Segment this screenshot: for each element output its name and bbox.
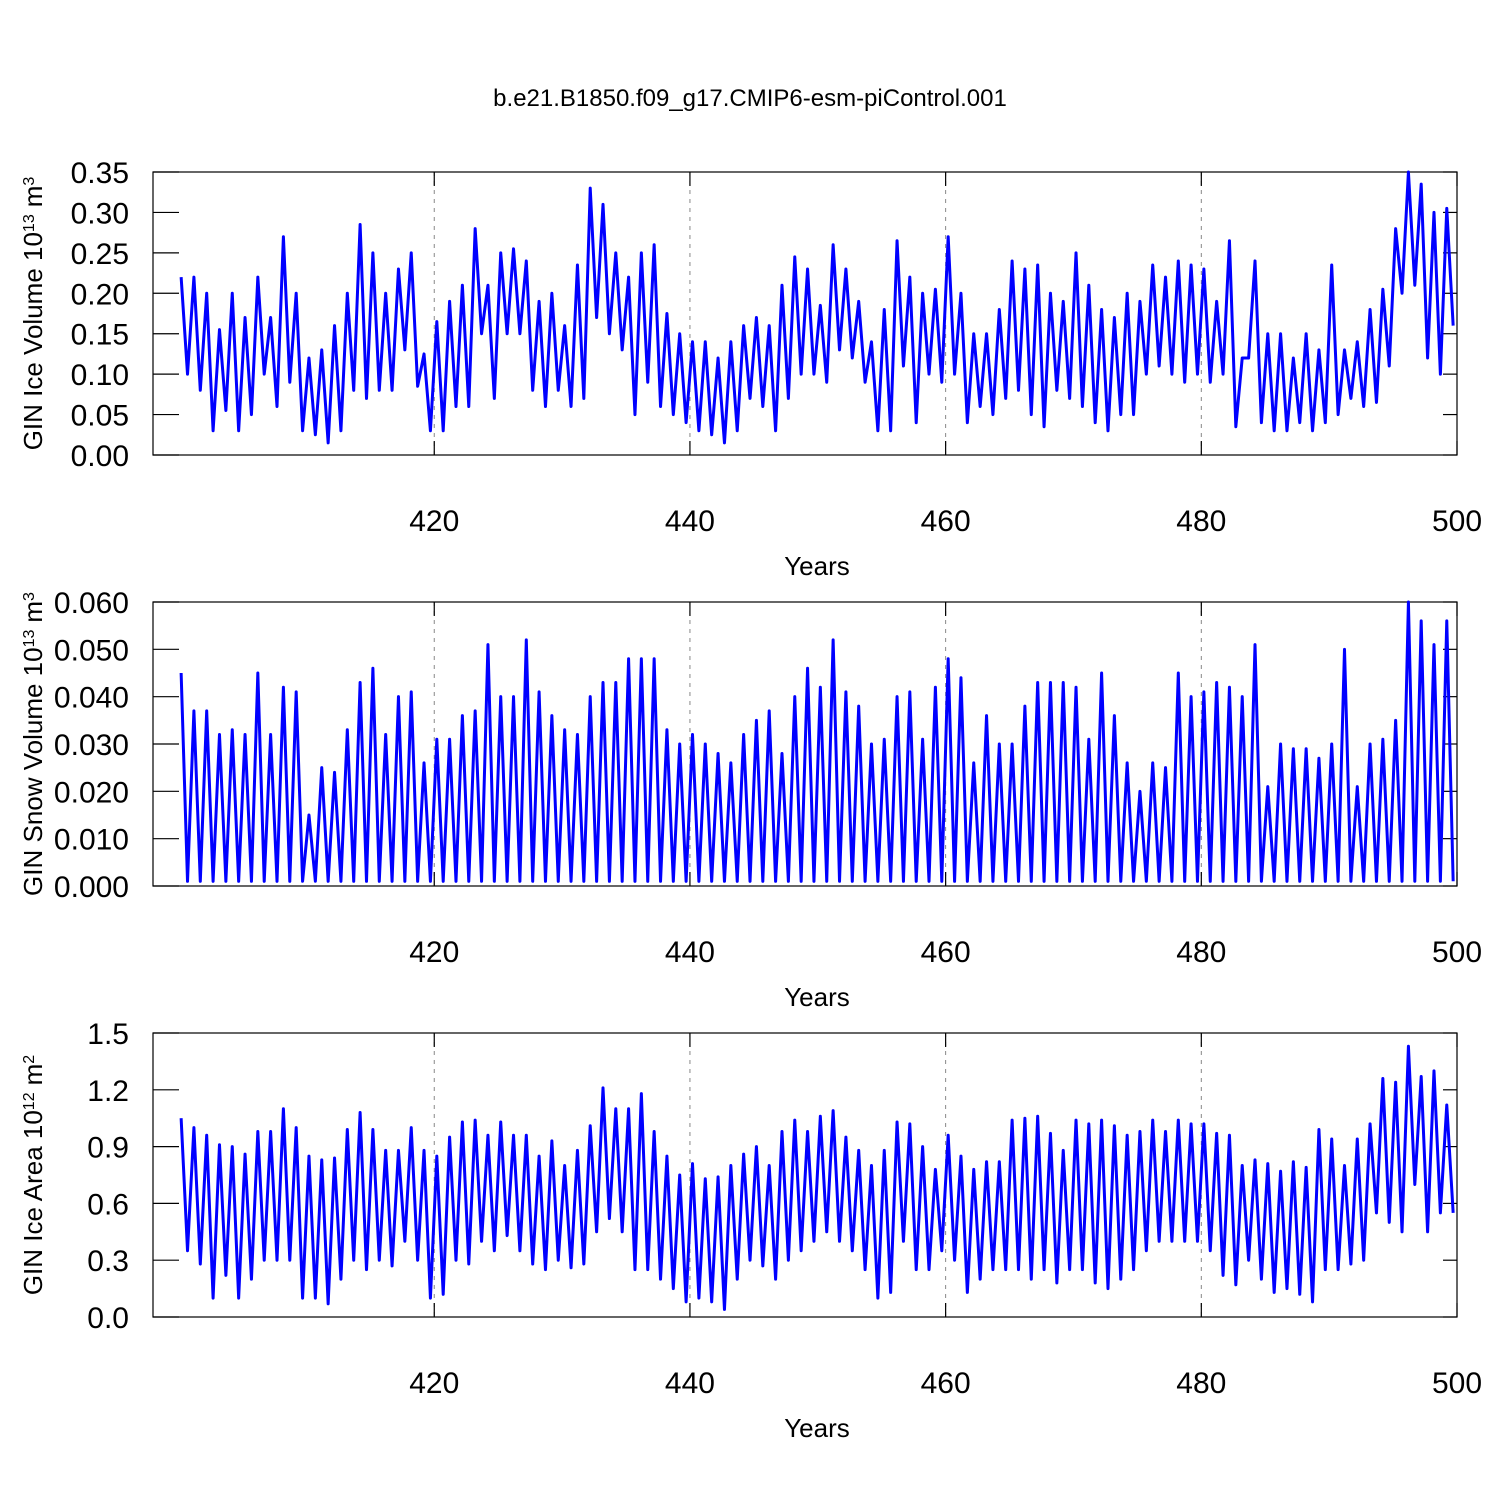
y-axis-label-exponent: 2 xyxy=(21,1055,38,1064)
y-tick-label: 0.060 xyxy=(54,587,129,620)
y-axis-label-text: m xyxy=(18,1064,48,1086)
y-tick-label: 0.25 xyxy=(71,238,129,271)
y-axis-label-text: m xyxy=(18,186,48,208)
y-tick-label: 0.040 xyxy=(54,682,129,715)
x-tick-label: 480 xyxy=(1176,505,1226,538)
y-axis-label-exponent: 3 xyxy=(21,177,38,186)
x-axis-label: Years xyxy=(784,1413,850,1443)
x-axis-label: Years xyxy=(784,982,850,1012)
y-tick-label: 0.010 xyxy=(54,824,129,857)
y-tick-label: 0.030 xyxy=(54,729,129,762)
y-tick-label: 0.000 xyxy=(54,871,129,904)
y-axis-label-exponent: 3 xyxy=(21,592,38,601)
plot-frame xyxy=(152,1032,1458,1318)
x-tick-label: 420 xyxy=(409,1367,459,1400)
y-tick-label: 0.10 xyxy=(71,359,129,392)
panel: 420 440 460 480 500 0.00 0.05 0.10 0.15 0.20 0.25 0… xyxy=(18,157,1482,581)
y-axis-label-text: GIN Ice Volume 10 xyxy=(18,232,48,450)
x-tick-label: 460 xyxy=(921,936,971,969)
y-axis-label-text: m xyxy=(18,601,48,623)
y-tick-label: 0.00 xyxy=(71,440,129,473)
x-tick-label: 420 xyxy=(409,936,459,969)
y-tick-label: 0.35 xyxy=(71,157,129,190)
y-axis-label: GIN Ice Volume 1013 m3 xyxy=(18,177,48,451)
y-tick-label: 0.05 xyxy=(71,400,129,433)
plot-frame xyxy=(152,601,1458,887)
data-line xyxy=(179,1044,1455,1311)
y-axis-label-text: GIN Snow Volume 10 xyxy=(18,647,48,896)
figure-title: b.e21.B1850.f09_g17.CMIP6-esm-piControl.… xyxy=(493,85,1007,112)
x-tick-label: 460 xyxy=(921,1367,971,1400)
x-tick-label: 480 xyxy=(1176,936,1226,969)
x-tick-label: 440 xyxy=(665,936,715,969)
y-tick-label: 0.0 xyxy=(87,1302,129,1335)
y-axis-label-exponent: 12 xyxy=(21,1092,38,1110)
data-line xyxy=(179,170,1455,445)
data-line xyxy=(179,600,1455,883)
y-axis-label-text: GIN Ice Area 10 xyxy=(18,1110,48,1295)
y-axis-label-exponent: 13 xyxy=(21,214,38,232)
plot-frame xyxy=(152,171,1458,456)
y-tick-label: 0.30 xyxy=(71,197,129,230)
y-tick-label: 1.5 xyxy=(87,1018,129,1051)
y-tick-label: 0.3 xyxy=(87,1245,129,1278)
y-axis-label-exponent: 13 xyxy=(21,630,38,648)
y-tick-label: 0.6 xyxy=(87,1188,129,1221)
panel: 420 440 460 480 500 0.0 0.3 0.6 0.9 1.2 1.5 Years GI… xyxy=(18,1018,1482,1443)
x-tick-label: 420 xyxy=(409,505,459,538)
y-tick-label: 0.15 xyxy=(71,319,129,352)
y-tick-label: 0.020 xyxy=(54,776,129,809)
x-tick-label: 500 xyxy=(1432,1367,1482,1400)
y-axis-label: GIN Snow Volume 1013 m3 xyxy=(18,592,48,896)
x-tick-label: 500 xyxy=(1432,505,1482,538)
y-tick-label: 0.20 xyxy=(71,278,129,311)
y-tick-label: 0.050 xyxy=(54,634,129,667)
x-tick-label: 440 xyxy=(665,1367,715,1400)
x-tick-label: 480 xyxy=(1176,1367,1226,1400)
y-axis-label: GIN Ice Area 1012 m2 xyxy=(18,1055,48,1295)
x-tick-label: 500 xyxy=(1432,936,1482,969)
y-tick-label: 1.2 xyxy=(87,1075,129,1108)
y-tick-label: 0.9 xyxy=(87,1132,129,1165)
x-axis-label: Years xyxy=(784,551,850,581)
panel: 420 440 460 480 500 0.000 0.010 0.020 0.030 0.040… xyxy=(18,587,1482,1012)
x-tick-label: 440 xyxy=(665,505,715,538)
x-tick-label: 460 xyxy=(921,505,971,538)
